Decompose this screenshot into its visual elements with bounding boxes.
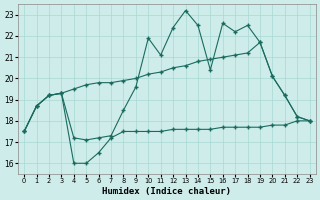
X-axis label: Humidex (Indice chaleur): Humidex (Indice chaleur) — [102, 187, 231, 196]
